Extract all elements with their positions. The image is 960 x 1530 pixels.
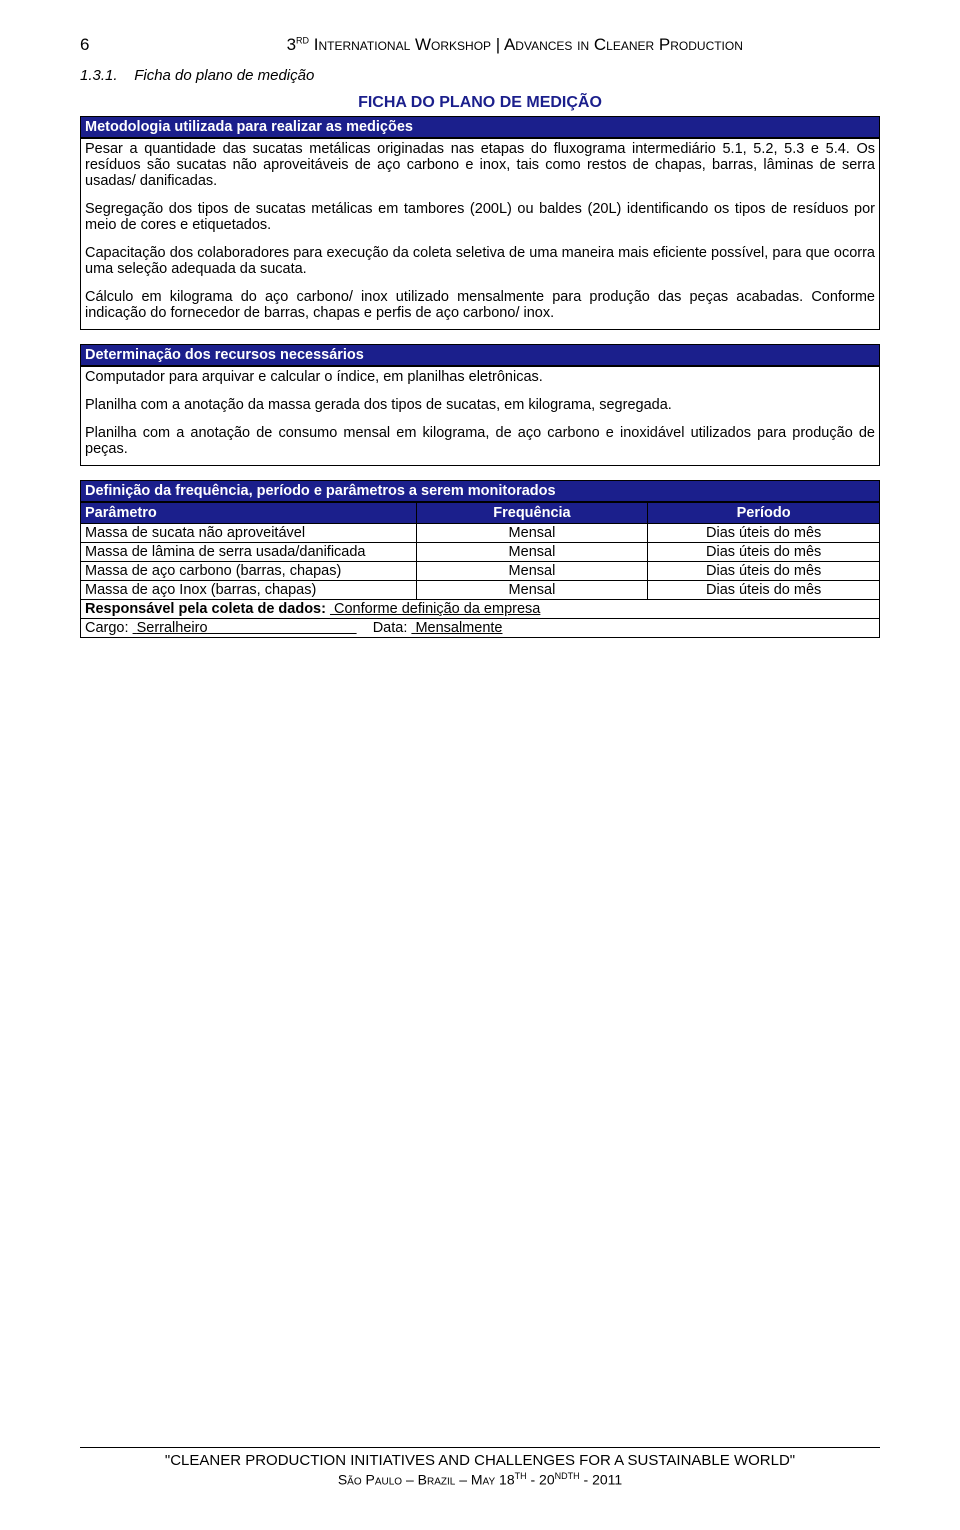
table-row: Massa de aço carbono (barras, chapas) Me… (81, 562, 880, 581)
col-header-parametro: Parâmetro (81, 503, 417, 524)
recursos-p2: Planilha com a anotação da massa gerada … (85, 397, 875, 413)
metodologia-body: Pesar a quantidade das sucatas metálicas… (80, 138, 880, 330)
col-header-frequencia: Frequência (416, 503, 648, 524)
page-header: 6 3RD International Workshop | Advances … (80, 35, 880, 55)
table-row: Massa de lâmina de serra usada/danificad… (81, 543, 880, 562)
recursos-header: Determinação dos recursos necessários (80, 344, 880, 366)
cargo-row: Cargo: Serralheiro Data: Mensalmente (81, 619, 880, 638)
responsavel-row: Responsável pela coleta de dados: Confor… (81, 600, 880, 619)
metodologia-p2: Segregação dos tipos de sucatas metálica… (85, 201, 875, 233)
document-title: 3RD International Workshop | Advances in… (149, 35, 880, 55)
definicao-header: Definição da frequência, período e parâm… (80, 480, 880, 502)
metodologia-p1: Pesar a quantidade das sucatas metálicas… (85, 141, 875, 189)
page-number: 6 (80, 35, 89, 55)
metodologia-header: Metodologia utilizada para realizar as m… (80, 116, 880, 138)
ficha-title: FICHA DO PLANO DE MEDIÇÃO (80, 94, 880, 112)
parameters-table: Parâmetro Frequência Período Massa de su… (80, 502, 880, 638)
metodologia-p3: Capacitação dos colaboradores para execu… (85, 245, 875, 277)
recursos-p1: Computador para arquivar e calcular o ín… (85, 369, 875, 385)
section-heading: 1.3.1. Ficha do plano de medição (80, 67, 880, 84)
metodologia-p4: Cálculo em kilograma do aço carbono/ ino… (85, 289, 875, 321)
col-header-periodo: Período (648, 503, 880, 524)
table-row: Massa de sucata não aproveitável Mensal … (81, 524, 880, 543)
table-row: Massa de aço Inox (barras, chapas) Mensa… (81, 581, 880, 600)
page-footer: "CLEANER PRODUCTION INITIATIVES AND CHAL… (80, 1447, 880, 1488)
recursos-body: Computador para arquivar e calcular o ín… (80, 366, 880, 466)
recursos-p3: Planilha com a anotação de consumo mensa… (85, 425, 875, 457)
footer-line2: São Paulo – Brazil – May 18TH - 20NDTH -… (80, 1471, 880, 1488)
footer-line1: "CLEANER PRODUCTION INITIATIVES AND CHAL… (80, 1452, 880, 1469)
